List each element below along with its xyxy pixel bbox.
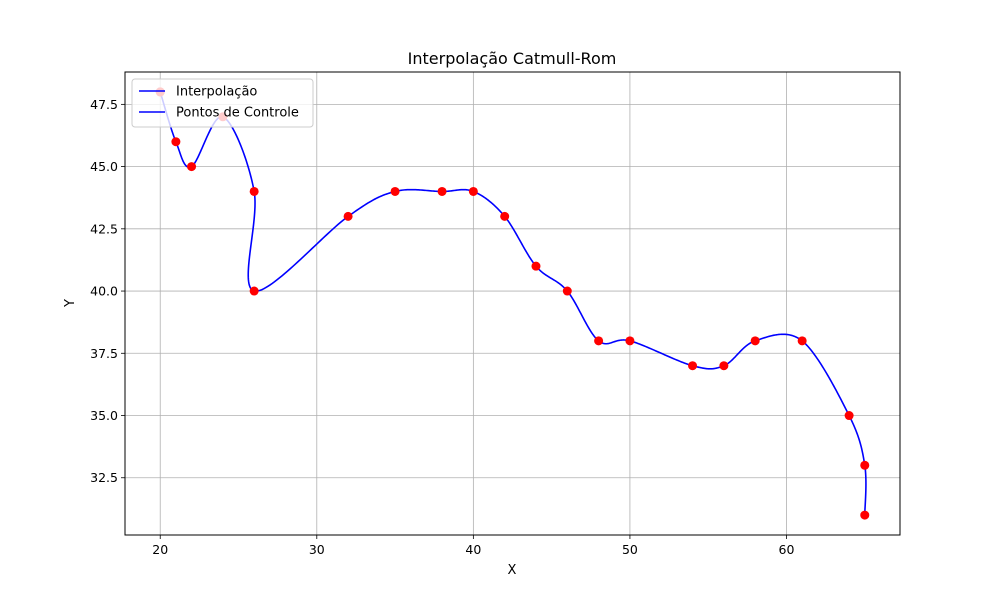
y-tick-label: 37.5 xyxy=(90,346,118,361)
plot-frame xyxy=(124,71,901,536)
control-point xyxy=(171,137,181,147)
control-point xyxy=(390,186,400,196)
control-point xyxy=(860,460,870,470)
control-point xyxy=(797,336,807,346)
control-point xyxy=(625,336,635,346)
x-axis-label: X xyxy=(508,563,517,578)
ticks: 20 30 40 50 60 32.5 35.0 37.5 40.0 42.5 45.0 47.5 xyxy=(90,97,794,557)
control-point xyxy=(500,211,510,221)
x-tick-label: 50 xyxy=(622,542,638,557)
control-point xyxy=(594,336,604,346)
legend-label-interpolation: Interpolação xyxy=(176,85,257,100)
y-tick-label: 45.0 xyxy=(90,159,118,174)
control-point xyxy=(688,361,698,371)
control-point xyxy=(719,361,729,371)
control-point xyxy=(562,286,572,296)
y-tick-label: 32.5 xyxy=(90,470,118,485)
chart-title: Interpolação Catmull-Rom xyxy=(408,49,617,68)
x-tick-label: 60 xyxy=(779,542,795,557)
control-point xyxy=(531,261,541,271)
control-point xyxy=(844,411,854,421)
legend-box xyxy=(131,78,314,128)
legend-label-control-points: Pontos de Controle xyxy=(176,106,299,121)
x-tick-label: 30 xyxy=(309,542,325,557)
x-tick-label: 20 xyxy=(152,542,168,557)
control-point xyxy=(437,186,447,196)
y-axis-label: Y xyxy=(63,299,78,308)
control-point xyxy=(187,162,197,172)
y-tick-label: 40.0 xyxy=(90,284,118,299)
control-point xyxy=(750,336,760,346)
y-tick-label: 42.5 xyxy=(90,221,118,236)
control-point xyxy=(249,186,259,196)
legend: Interpolação Pontos de Controle xyxy=(131,78,314,128)
y-tick-label: 47.5 xyxy=(90,97,118,112)
control-point xyxy=(343,211,353,221)
control-point xyxy=(249,286,259,296)
control-point xyxy=(468,186,478,196)
control-point xyxy=(860,510,870,520)
x-tick-label: 40 xyxy=(465,542,481,557)
y-tick-label: 35.0 xyxy=(90,408,118,423)
